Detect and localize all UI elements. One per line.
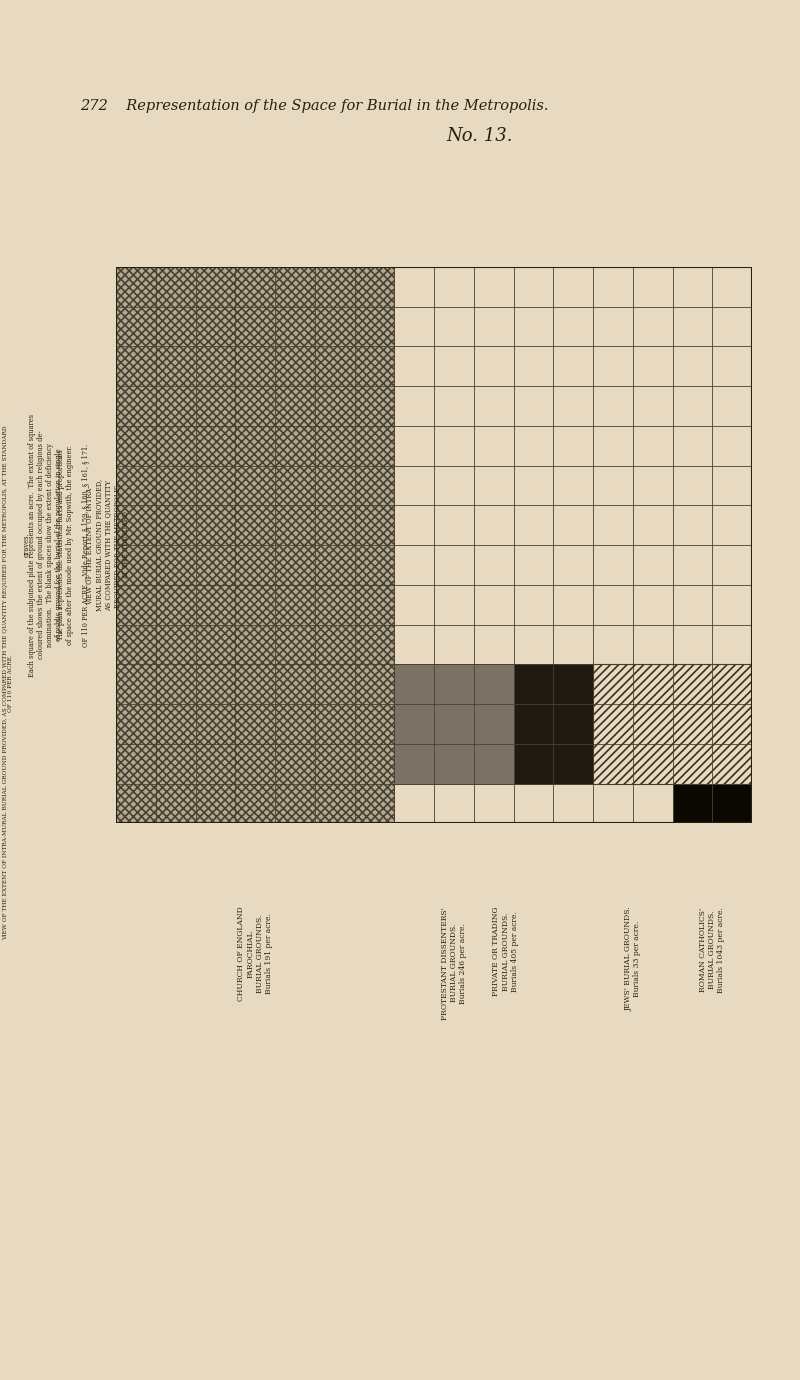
Text: graves.: graves.: [22, 533, 30, 558]
Text: Each square of the subjoined plate represents an acre.  The extent of squares
co: Each square of the subjoined plate repre…: [28, 414, 63, 676]
Text: CHURCH OF ENGLAND
PAROCHIAL
BURIAL GROUNDS.
Burials 191 per acre.: CHURCH OF ENGLAND PAROCHIAL BURIAL GROUN…: [238, 907, 273, 1002]
Text: The plan represents the statistical facts and proportions
of space after the mod: The plan represents the statistical fact…: [57, 446, 74, 644]
Text: PRIVATE OR TRADING
BURIAL GROUNDS.
Burials 405 per acre.: PRIVATE OR TRADING BURIAL GROUNDS. Buria…: [492, 907, 518, 996]
Text: VIEW OF THE EXTENT OF INTRA-MURAL BURIAL GROUND PROVIDED, AS COMPARED WITH THE Q: VIEW OF THE EXTENT OF INTRA-MURAL BURIAL…: [2, 426, 14, 940]
Text: No. 13.: No. 13.: [446, 127, 514, 145]
Text: ROMAN CATHOLICS'
BURIAL GROUNDS.
Burials 1043 per acre.: ROMAN CATHOLICS' BURIAL GROUNDS. Burials…: [699, 907, 726, 992]
Text: PROTESTANT DISSENTERS'
BURIAL GROUNDS.
Burials 246 per acre.: PROTESTANT DISSENTERS' BURIAL GROUNDS. B…: [441, 907, 467, 1020]
Text: 272    Representation of the Space for Burial in the Metropolis.: 272 Representation of the Space for Buri…: [80, 99, 549, 113]
Bar: [394, 664, 554, 784]
Bar: [394, 266, 752, 664]
Text: OF 110 PER ACRE.—Vide Report, § 159, § 160, § 161, § 171.: OF 110 PER ACRE.—Vide Report, § 159, § 1…: [82, 443, 90, 647]
Bar: [593, 664, 752, 784]
Bar: [394, 266, 752, 664]
Bar: [116, 266, 394, 824]
Bar: [514, 664, 593, 784]
Text: VIEW OF THE EXTENT OF INTRA-
MURAL BURIAL GROUND PROVIDED,
AS COMPARED WITH THE : VIEW OF THE EXTENT OF INTRA- MURAL BURIA…: [86, 479, 130, 611]
Text: JEWS' BURIAL GROUNDS.
Burials 33 per acre.: JEWS' BURIAL GROUNDS. Burials 33 per acr…: [624, 907, 642, 1012]
Bar: [673, 784, 752, 824]
